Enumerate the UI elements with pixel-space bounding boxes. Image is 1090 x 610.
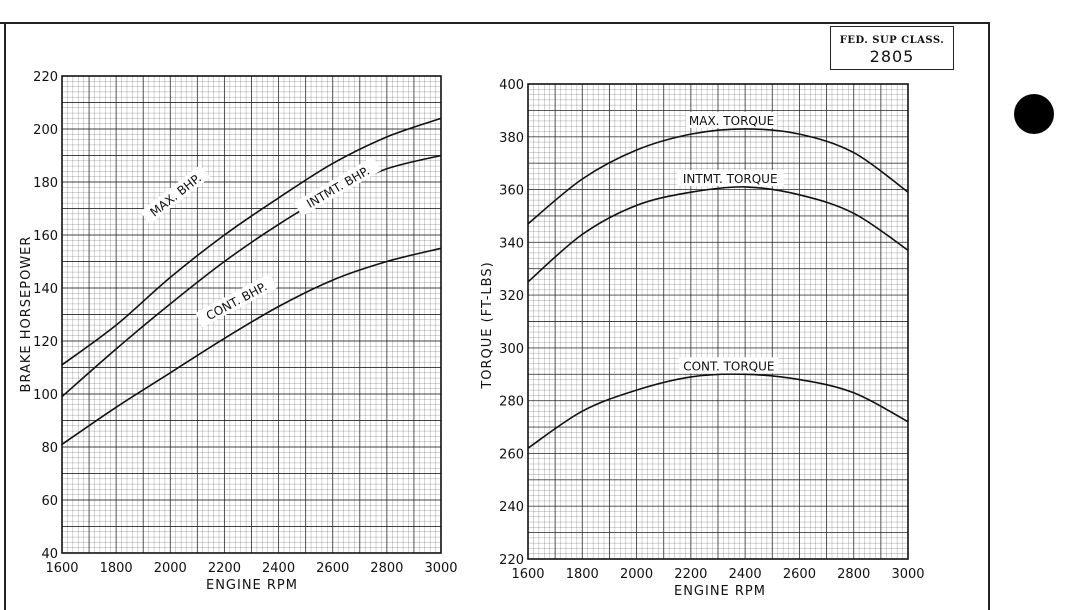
torque-plot-border — [527, 83, 909, 560]
hp-x-tick-label: 1800 — [100, 561, 133, 576]
hp-x-tick-label: 2600 — [316, 561, 349, 576]
hp-y-tick-label: 80 — [41, 441, 58, 456]
torque-series-label-group: INTMT. TORQUE — [676, 169, 784, 186]
torque-series-line-intmt-torque — [527, 186, 909, 283]
hp-x-tick-label: 2200 — [208, 561, 241, 576]
hp-x-axis-title: ENGINE RPM — [206, 578, 298, 593]
page-frame-top — [0, 22, 990, 24]
hp-x-tick-label: 3000 — [424, 561, 457, 576]
torque-y-tick-label: 300 — [499, 342, 524, 357]
hp-y-tick-label: 140 — [33, 282, 58, 297]
hp-y-axis-title: BRAKE HORSEPOWER — [19, 236, 34, 393]
torque-x-tick-label: 2200 — [674, 567, 707, 582]
hp-series-label-group: CONT. BHP. — [195, 273, 277, 328]
hp-y-tick-label: 200 — [33, 123, 58, 138]
hp-y-tick-label: 40 — [41, 547, 58, 562]
punch-hole-mark — [1014, 94, 1054, 134]
torque-y-tick-label: 280 — [499, 395, 524, 410]
torque-y-tick-label: 240 — [499, 500, 524, 515]
hp-x-tick-label: 1600 — [45, 561, 78, 576]
torque-x-tick-label: 2000 — [620, 567, 653, 582]
torque-series-label-bg — [679, 357, 779, 374]
federal-supply-class-number: 2805 — [869, 47, 915, 66]
torque-y-tick-label: 400 — [499, 78, 524, 93]
page-frame-left — [4, 22, 6, 610]
torque-y-tick-label: 320 — [499, 289, 524, 304]
hp-x-tick-label: 2400 — [262, 561, 295, 576]
torque-series-label-max-torque: MAX. TORQUE — [689, 114, 774, 128]
hp-chart: 1600 1800 2000 2200 2400 2600 2800 3000 40 60 80 10… — [19, 70, 458, 593]
hp-series-line-cont-bhp — [61, 247, 442, 446]
hp-x-tick-label: 2000 — [154, 561, 187, 576]
hp-y-tick-label: 60 — [41, 494, 58, 509]
hp-series-line-max-bhp — [61, 117, 442, 366]
hp-y-tick-label: 120 — [33, 335, 58, 350]
torque-grid — [527, 83, 909, 560]
hp-y-tick-label: 100 — [33, 388, 58, 403]
torque-y-tick-label: 360 — [499, 184, 524, 199]
torque-y-tick-label: 380 — [499, 131, 524, 146]
torque-series-label-intmt-torque: INTMT. TORQUE — [683, 172, 778, 186]
torque-x-axis-title: ENGINE RPM — [674, 584, 766, 599]
torque-y-tick-label: 340 — [499, 236, 524, 251]
torque-x-tick-label: 3000 — [891, 567, 924, 582]
torque-x-tick-label: 1600 — [511, 567, 544, 582]
hp-series-label-bg — [195, 273, 277, 328]
torque-series-label-bg — [685, 111, 778, 128]
torque-y-tick-label: 260 — [499, 447, 524, 462]
hp-series-label-group: MAX. BHP. — [140, 164, 211, 225]
hp-plot-border — [61, 75, 442, 554]
torque-x-tick-label: 2800 — [837, 567, 870, 582]
torque-series-label-cont-torque: CONT. TORQUE — [683, 359, 774, 373]
torque-x-tick-label: 1800 — [566, 567, 599, 582]
torque-chart: 1600 1800 2000 2200 2400 2600 2800 3000 220 240 26… — [480, 78, 925, 599]
torque-series-label-group: MAX. TORQUE — [685, 111, 778, 128]
hp-y-tick-label: 160 — [33, 229, 58, 244]
hp-y-tick-label: 180 — [33, 176, 58, 191]
federal-supply-class-label: FED. SUP CLASS. — [839, 35, 945, 46]
hp-series-label-group: INTMT. BHP. — [293, 156, 382, 217]
torque-y-axis-title: TORQUE (FT-LBS) — [480, 261, 495, 389]
torque-series-label-group: CONT. TORQUE — [679, 357, 779, 374]
torque-series-line-cont-torque — [527, 373, 909, 449]
page-frame-right — [988, 22, 990, 610]
torque-series-label-bg — [676, 169, 784, 186]
federal-supply-class-box: FED. SUP CLASS. 2805 — [830, 26, 954, 70]
torque-x-tick-label: 2400 — [729, 567, 762, 582]
torque-x-tick-label: 2600 — [783, 567, 816, 582]
torque-series-line-max-torque — [527, 128, 909, 225]
hp-x-tick-label: 2800 — [370, 561, 403, 576]
hp-series-label-bg — [140, 164, 211, 225]
hp-grid — [61, 75, 442, 554]
hp-series-label-bg — [293, 156, 382, 217]
torque-y-tick-label: 220 — [499, 553, 524, 568]
hp-y-tick-label: 220 — [33, 70, 58, 85]
